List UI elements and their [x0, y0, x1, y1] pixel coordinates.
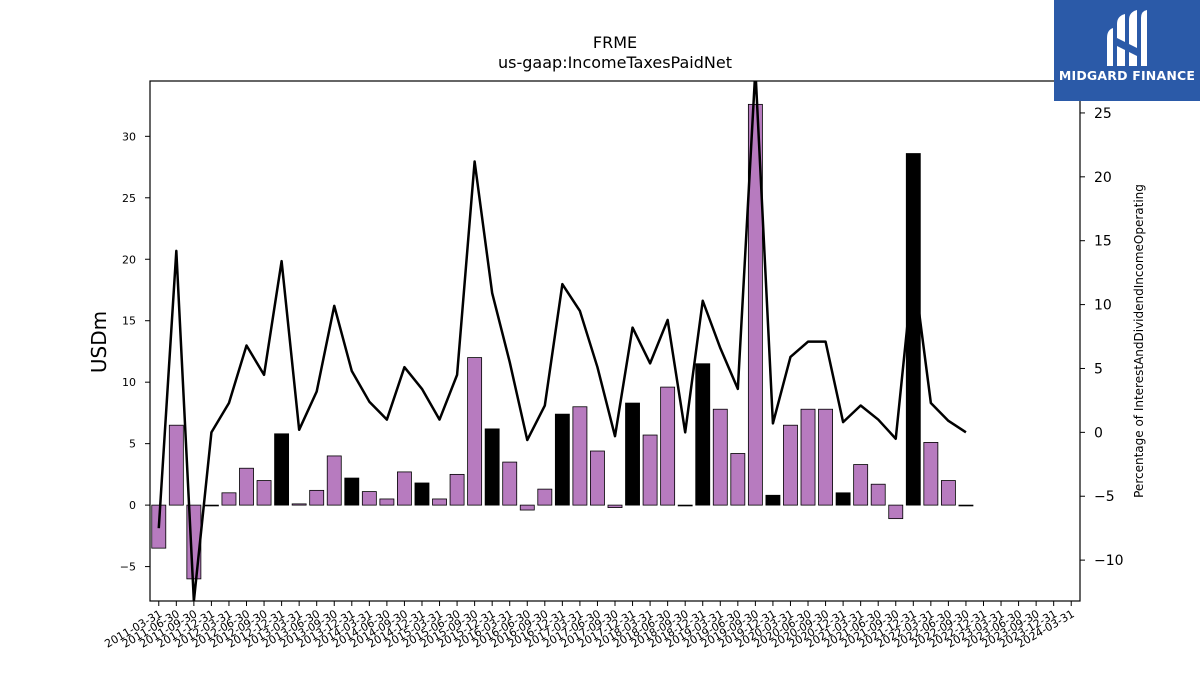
- bar: [747, 103, 763, 506]
- y2-tick-label: 5: [1094, 361, 1103, 377]
- bar: [940, 480, 956, 506]
- bar: [344, 477, 360, 506]
- logo-text: MIDGARD FINANCE: [1058, 68, 1196, 83]
- bar: [660, 386, 676, 506]
- bar: [870, 483, 886, 506]
- bar: [484, 428, 500, 506]
- bar: [432, 498, 447, 506]
- bar: [256, 480, 272, 506]
- bar: [853, 464, 869, 506]
- bar: [203, 504, 219, 507]
- y-tick-label: 25: [122, 192, 136, 205]
- series-line: [157, 81, 967, 601]
- y2-axis-label: Percentage of InterestAndDividendIncomeO…: [1132, 184, 1146, 498]
- bar: [905, 153, 921, 506]
- bar: [274, 433, 290, 506]
- y-tick-label: −5: [120, 561, 136, 574]
- y-axis-label: USDm: [87, 311, 111, 373]
- bar: [835, 492, 851, 506]
- y2-tick-label: 20: [1094, 170, 1112, 186]
- bar: [168, 424, 184, 506]
- plot-area: −5051015202530−10−505101520252011-03-312…: [102, 80, 1124, 651]
- bar: [765, 494, 781, 506]
- bar: [888, 504, 904, 520]
- plot-marks: [151, 81, 974, 601]
- bar: [958, 504, 974, 507]
- y2-tick-label: 0: [1094, 425, 1103, 441]
- bar: [239, 467, 254, 506]
- bar: [221, 492, 237, 506]
- bar: [467, 357, 483, 506]
- y2-tick-label: −5: [1094, 489, 1115, 505]
- bar: [397, 471, 412, 506]
- bar: [379, 498, 395, 506]
- bar: [695, 363, 711, 506]
- y-tick-label: 15: [122, 315, 136, 328]
- bar: [818, 408, 833, 506]
- bar: [712, 408, 728, 506]
- chart-title: FRME: [593, 33, 637, 52]
- y-tick-label: 10: [122, 376, 136, 389]
- bar: [414, 482, 430, 506]
- bar: [800, 408, 816, 506]
- brand-logo: MIDGARD FINANCE: [1054, 0, 1200, 101]
- y2-tick-label: 15: [1094, 234, 1112, 250]
- bar: [554, 413, 570, 506]
- bar: [607, 504, 623, 508]
- bar: [783, 424, 798, 506]
- bar: [642, 434, 658, 506]
- bar: [361, 491, 377, 506]
- midgard-logo-icon: [1107, 10, 1147, 66]
- bar: [677, 504, 693, 507]
- y-tick-label: 20: [122, 253, 136, 266]
- y2-tick-label: 10: [1094, 298, 1112, 314]
- bar: [326, 455, 342, 506]
- bar: [449, 473, 465, 506]
- y-tick-label: 0: [129, 499, 136, 512]
- chart-subtitle: us-gaap:IncomeTaxesPaidNet: [498, 53, 732, 72]
- bar: [923, 442, 939, 506]
- bar: [730, 453, 746, 506]
- bar: [502, 461, 518, 506]
- y-tick-label: 5: [129, 438, 136, 451]
- y2-tick-label: 25: [1094, 106, 1112, 122]
- y2-tick-label: −10: [1094, 553, 1124, 569]
- bar: [519, 504, 535, 511]
- bar: [572, 406, 588, 506]
- bar: [309, 489, 325, 506]
- bar: [291, 503, 307, 506]
- bar: [625, 402, 640, 506]
- y-tick-label: 30: [122, 130, 136, 143]
- bar: [537, 488, 553, 506]
- bar: [590, 450, 605, 506]
